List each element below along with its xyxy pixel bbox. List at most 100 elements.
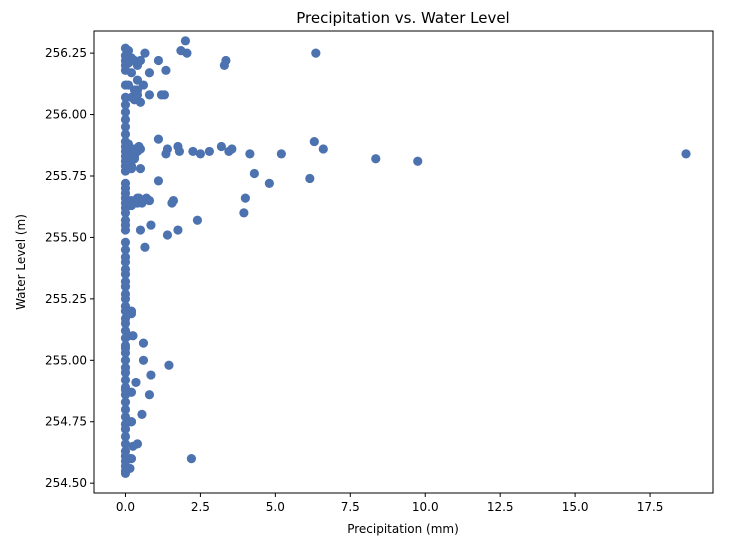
data-point	[144, 390, 155, 400]
y-tick-label: 255.50	[45, 230, 87, 244]
data-point	[120, 281, 131, 292]
data-point	[174, 146, 185, 157]
data-point	[120, 318, 131, 329]
data-point	[140, 242, 150, 252]
data-point	[128, 441, 138, 451]
data-point	[126, 68, 137, 78]
data-point	[192, 215, 203, 225]
x-axis-label: Precipitation (mm)	[347, 522, 459, 536]
data-point	[146, 370, 156, 380]
data-point	[120, 245, 131, 255]
x-tick-label: 7.5	[341, 500, 360, 514]
data-point	[137, 198, 147, 208]
data-point	[311, 48, 321, 58]
data-point	[120, 439, 131, 449]
data-point	[245, 149, 255, 159]
data-point	[120, 397, 131, 407]
data-point	[318, 144, 328, 154]
data-point	[132, 85, 143, 95]
data-point	[173, 225, 183, 235]
data-point	[186, 453, 197, 464]
data-point	[120, 367, 131, 378]
x-tick-label: 15.0	[562, 500, 589, 514]
chart-title: Precipitation vs. Water Level	[296, 9, 509, 27]
data-point	[120, 122, 131, 132]
data-point	[120, 343, 131, 353]
data-point	[227, 144, 237, 154]
data-point	[131, 377, 141, 388]
data-point	[144, 68, 155, 78]
data-point	[413, 156, 423, 166]
x-tick-label: 5.0	[266, 500, 285, 514]
data-point	[125, 453, 135, 464]
y-tick-label: 254.75	[45, 415, 87, 429]
data-point	[305, 173, 315, 184]
data-point	[120, 237, 131, 247]
data-point	[138, 338, 149, 348]
data-points	[120, 36, 691, 478]
data-point	[159, 90, 170, 100]
y-tick-label: 255.25	[45, 292, 87, 306]
data-point	[309, 136, 319, 147]
data-point	[126, 417, 137, 427]
data-point	[140, 48, 150, 58]
y-axis-label: Water Level (m)	[14, 214, 28, 310]
data-point	[204, 146, 215, 157]
data-point	[239, 208, 249, 218]
x-axis-ticks: 0.0 2.5 5.0 7.5 10.0 12.5 15.0 17.5	[116, 493, 663, 514]
data-point	[120, 100, 131, 110]
data-point	[153, 134, 164, 144]
data-point	[120, 404, 131, 415]
data-point	[120, 107, 131, 117]
data-point	[216, 141, 226, 152]
data-point	[120, 294, 131, 304]
data-point	[128, 331, 138, 341]
y-axis-ticks: 254.50 254.75 255.00 255.25 255.50 255.75 256.…	[45, 46, 94, 490]
data-point	[120, 225, 131, 235]
y-tick-label: 256.25	[45, 46, 87, 60]
data-point	[138, 355, 149, 365]
x-tick-label: 10.0	[412, 500, 439, 514]
data-point	[153, 176, 164, 186]
data-point	[120, 269, 131, 279]
data-point	[126, 161, 137, 171]
y-tick-label: 254.50	[45, 476, 87, 490]
data-point	[153, 55, 164, 66]
data-point	[120, 129, 131, 139]
data-point	[240, 193, 250, 203]
data-point	[120, 355, 131, 365]
data-point	[120, 424, 131, 434]
data-point	[120, 208, 131, 218]
data-point	[135, 164, 146, 174]
y-tick-label: 256.00	[45, 108, 87, 122]
data-point	[164, 360, 174, 370]
x-tick-label: 0.0	[116, 500, 135, 514]
data-point	[167, 198, 177, 208]
y-tick-label: 255.75	[45, 169, 87, 183]
data-point	[188, 146, 198, 157]
data-point	[276, 149, 286, 159]
data-point	[144, 90, 155, 100]
data-point	[135, 97, 146, 107]
data-point	[125, 151, 135, 161]
data-point	[123, 46, 134, 56]
data-point	[195, 149, 206, 159]
data-point	[249, 168, 259, 179]
data-point	[182, 48, 192, 58]
data-point	[161, 149, 171, 159]
data-point	[162, 230, 173, 240]
data-point	[120, 257, 131, 267]
data-point	[129, 144, 140, 154]
data-point	[135, 225, 146, 235]
data-point	[120, 431, 131, 442]
x-tick-label: 2.5	[191, 500, 210, 514]
data-point	[126, 387, 137, 397]
data-point	[371, 154, 381, 164]
data-point	[161, 65, 171, 75]
data-point	[126, 309, 137, 319]
data-point	[146, 220, 156, 230]
data-point	[135, 55, 146, 66]
x-tick-label: 17.5	[637, 500, 664, 514]
data-point	[120, 114, 131, 125]
